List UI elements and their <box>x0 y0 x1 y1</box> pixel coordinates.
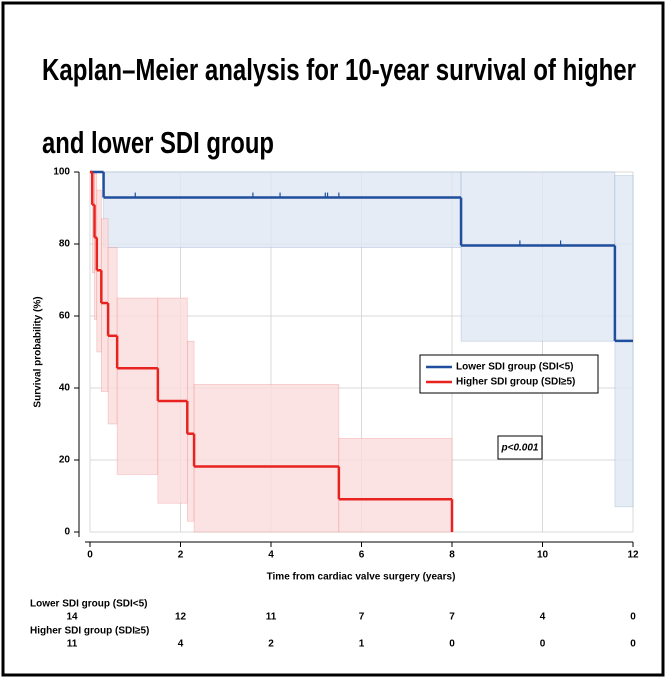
at-risk-value: 0 <box>630 612 636 623</box>
at-risk-value: 11 <box>266 612 277 623</box>
at-risk-value: 0 <box>449 639 455 650</box>
x-tick-label: 4 <box>268 550 274 561</box>
confidence-band <box>116 297 159 475</box>
x-tick-label: 6 <box>359 550 365 561</box>
annotation: p<0.001 <box>501 443 539 454</box>
at-risk-value: 4 <box>178 639 184 650</box>
at-risk-value: 0 <box>630 639 636 650</box>
at-risk-value: 11 <box>67 639 78 650</box>
x-tick-label: 8 <box>449 550 455 561</box>
title-line: Kaplan–Meier analysis for 10-year surviv… <box>42 52 636 87</box>
y-tick-label: 40 <box>59 383 71 394</box>
legend-label: Lower SDI group (SDI<5) <box>456 362 574 373</box>
x-axis-label: Time from cardiac valve surgery (years) <box>267 572 456 583</box>
at-risk-value: 1 <box>359 639 365 650</box>
legend-box <box>419 354 599 394</box>
x-tick-label: 0 <box>87 550 93 561</box>
at-risk-label: Lower SDI group (SDI<5) <box>30 599 148 610</box>
y-tick-label: 20 <box>59 455 71 466</box>
confidence-band <box>103 171 462 248</box>
y-tick-label: 100 <box>53 167 70 178</box>
at-risk-value: 7 <box>359 612 365 623</box>
at-risk-value: 7 <box>449 612 455 623</box>
at-risk-value: 4 <box>540 612 546 623</box>
legend: Lower SDI group (SDI<5) Higher SDI group … <box>419 354 599 394</box>
x-tick-label: 10 <box>537 550 549 561</box>
at-risk-label: Higher SDI group (SDI≥5) <box>30 626 149 637</box>
legend-label: Higher SDI group (SDI≥5) <box>456 377 575 388</box>
confidence-band <box>338 438 453 533</box>
y-tick-label: 60 <box>59 311 71 322</box>
y-tick-label: 0 <box>64 527 70 538</box>
y-tick-label: 80 <box>59 239 71 250</box>
x-tick-label: 12 <box>627 550 639 561</box>
confidence-band <box>460 171 616 342</box>
title-line: and lower SDI group <box>42 125 274 160</box>
y-axis-label: Survival probability (%) <box>33 296 44 407</box>
annotation-box <box>497 435 543 460</box>
at-risk-value: 12 <box>175 612 187 623</box>
confidence-band <box>193 384 340 533</box>
at-risk-value: 2 <box>268 639 274 650</box>
at-risk-value: 14 <box>66 612 78 623</box>
at-risk-value: 0 <box>540 639 546 650</box>
x-tick-label: 2 <box>178 550 184 561</box>
